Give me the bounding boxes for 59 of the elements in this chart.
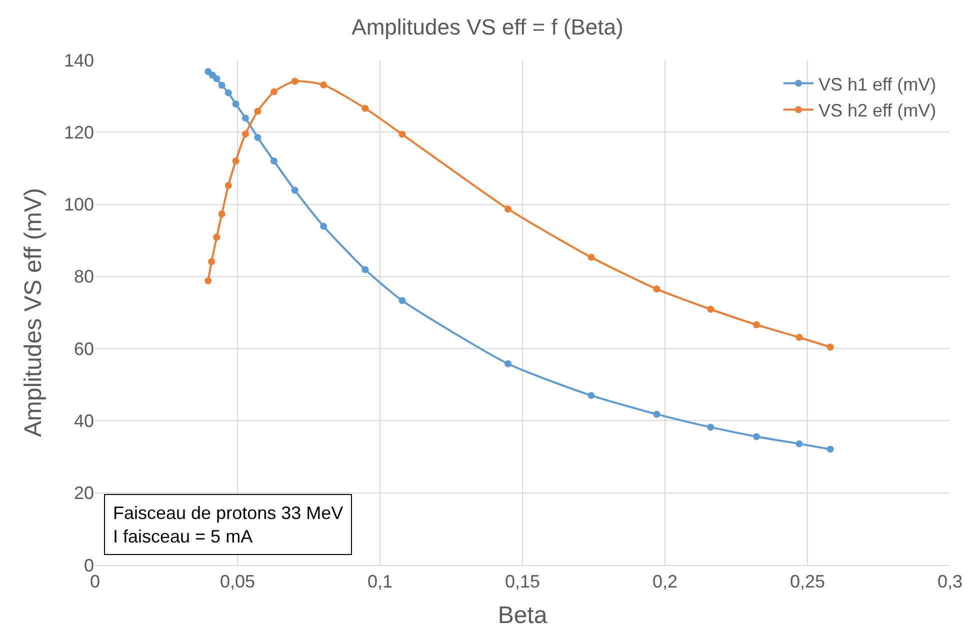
- point: [270, 88, 278, 96]
- point: [270, 158, 278, 164]
- point: [232, 158, 240, 164]
- point: [242, 114, 249, 122]
- point: [653, 410, 660, 418]
- point: [504, 205, 512, 212]
- point: [204, 277, 212, 284]
- y-tick-label: 120: [64, 122, 94, 142]
- point: [398, 297, 406, 304]
- x-axis-title: Beta: [498, 602, 548, 629]
- y-tick-label: 0: [84, 555, 94, 576]
- point: [588, 254, 595, 261]
- point: [218, 210, 226, 218]
- x-tick-label: 0,15: [504, 572, 540, 592]
- point: [653, 286, 660, 293]
- point: [826, 344, 834, 351]
- point: [707, 306, 714, 313]
- point: [796, 440, 803, 448]
- point: [707, 424, 714, 431]
- point: [242, 130, 249, 138]
- point: [826, 446, 834, 453]
- point: [398, 130, 406, 138]
- point: [208, 72, 216, 79]
- point: [362, 104, 369, 112]
- point: [291, 78, 298, 85]
- point: [752, 433, 760, 440]
- y-tick-label: 100: [64, 194, 94, 215]
- x-tick-label: 0,05: [220, 572, 256, 592]
- x-tick-label: 0,3: [937, 572, 963, 592]
- point: [320, 222, 328, 230]
- point: [362, 266, 369, 274]
- legend-label: VS h2 eff (mV): [818, 100, 936, 121]
- y-axis-title: Amplitudes VS eff (mV): [20, 188, 48, 437]
- y-tick-label: 60: [74, 338, 94, 359]
- point: [224, 182, 232, 190]
- x-tick-label: 0,1: [367, 572, 393, 592]
- point: [291, 186, 298, 194]
- point: [752, 321, 760, 328]
- point: [208, 258, 216, 266]
- point: [224, 89, 232, 96]
- x-tick-label: 0,2: [652, 572, 678, 592]
- y-tick-label: 40: [74, 411, 94, 432]
- y-tick-label: 80: [74, 266, 94, 287]
- legend-label: VS h1 eff (mV): [818, 74, 936, 94]
- point: [232, 100, 240, 108]
- point: [320, 81, 328, 88]
- x-tick-label: 0,25: [790, 572, 826, 592]
- point: [254, 108, 262, 115]
- point: [213, 234, 220, 241]
- point: [254, 134, 262, 142]
- point: [588, 392, 595, 399]
- point: [218, 82, 226, 89]
- chart-title: Amplitudes VS eff = f (Beta): [352, 14, 624, 40]
- y-tick-label: 20: [74, 483, 94, 504]
- y-tick-label: 140: [64, 50, 94, 70]
- point: [796, 334, 803, 341]
- point: [213, 75, 220, 82]
- point: [504, 360, 512, 368]
- annotation: Faisceau de protons 33 MeV I faisceau = 5 mA: [113, 503, 344, 546]
